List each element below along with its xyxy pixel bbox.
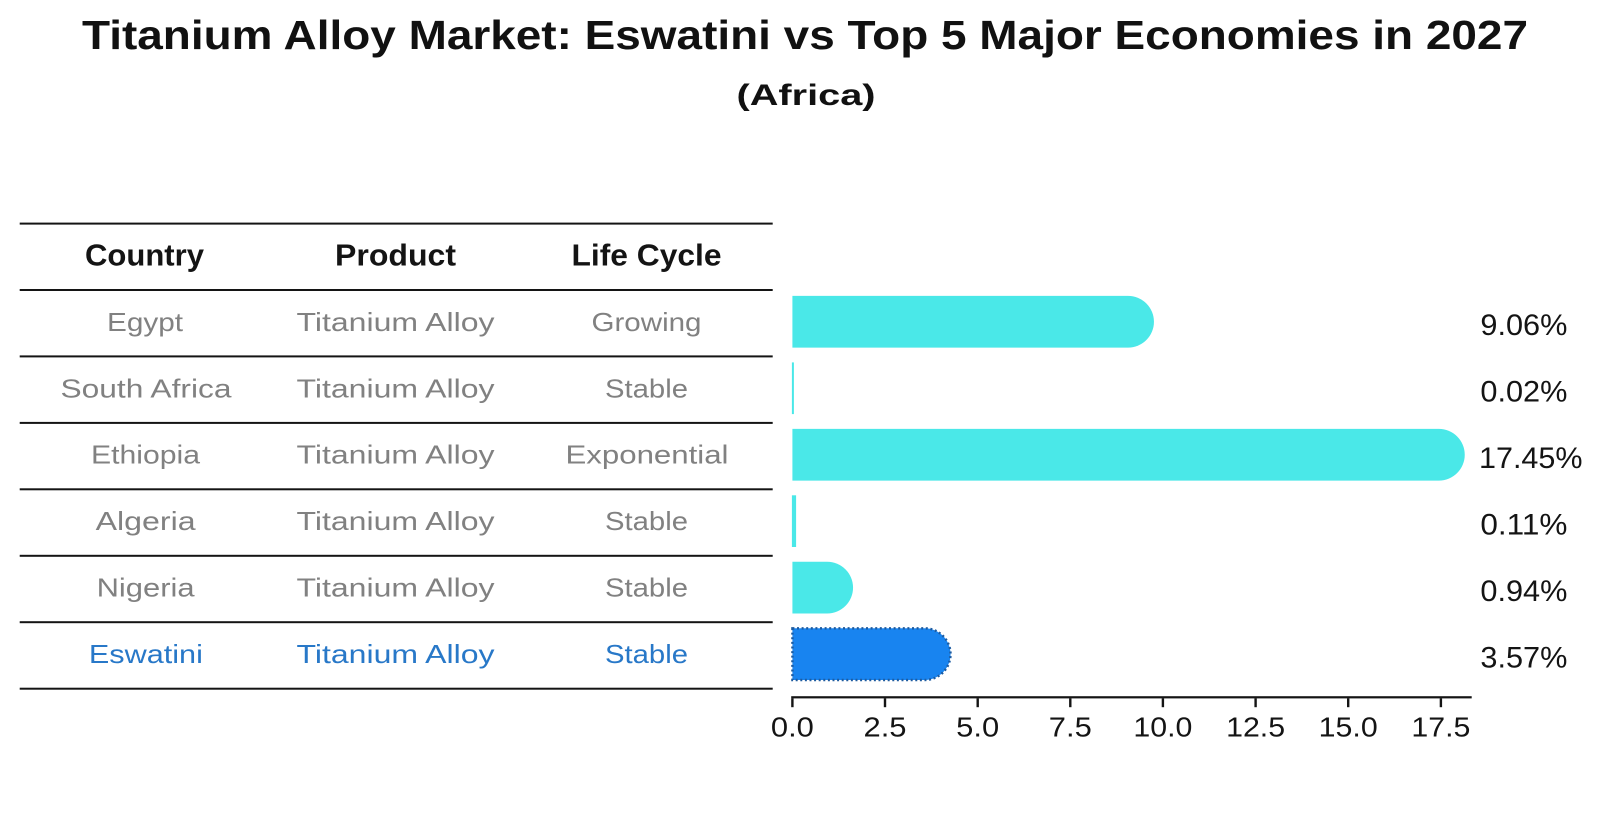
svg-text:Growing: Growing	[592, 307, 702, 337]
svg-text:0.94%: 0.94%	[1480, 575, 1567, 608]
svg-text:Stable: Stable	[605, 506, 688, 536]
svg-text:Titanium Alloy Market: Eswatin: Titanium Alloy Market: Eswatini vs Top 5…	[82, 12, 1528, 58]
svg-text:3.57%: 3.57%	[1480, 641, 1567, 674]
svg-text:0.02%: 0.02%	[1480, 376, 1567, 409]
svg-text:Titanium Alloy: Titanium Alloy	[297, 373, 495, 403]
svg-text:12.5: 12.5	[1226, 711, 1285, 742]
svg-text:Titanium Alloy: Titanium Alloy	[297, 307, 495, 337]
svg-text:Eswatini: Eswatini	[89, 639, 203, 669]
svg-text:0.0: 0.0	[771, 711, 814, 742]
svg-text:17.45%: 17.45%	[1479, 442, 1583, 475]
svg-text:Algeria: Algeria	[96, 506, 197, 536]
svg-text:Titanium Alloy: Titanium Alloy	[297, 506, 495, 536]
svg-text:Stable: Stable	[605, 639, 688, 669]
svg-text:Egypt: Egypt	[107, 307, 184, 337]
svg-text:2.5: 2.5	[864, 711, 907, 742]
svg-text:Titanium Alloy: Titanium Alloy	[297, 573, 495, 603]
svg-text:Titanium Alloy: Titanium Alloy	[297, 440, 495, 470]
svg-text:Ethiopia: Ethiopia	[91, 440, 201, 470]
svg-text:Exponential: Exponential	[566, 440, 729, 470]
svg-text:Nigeria: Nigeria	[97, 573, 196, 603]
svg-text:0.11%: 0.11%	[1480, 508, 1567, 541]
svg-text:17.5: 17.5	[1411, 711, 1470, 742]
svg-text:9.06%: 9.06%	[1480, 309, 1567, 342]
svg-text:7.5: 7.5	[1049, 711, 1092, 742]
svg-text:Life Cycle: Life Cycle	[572, 237, 722, 272]
svg-text:Stable: Stable	[605, 573, 688, 603]
svg-text:5.0: 5.0	[956, 711, 999, 742]
svg-text:10.0: 10.0	[1133, 711, 1192, 742]
svg-text:Stable: Stable	[605, 373, 688, 403]
svg-text:Product: Product	[335, 237, 456, 272]
svg-text:(Africa): (Africa)	[737, 79, 876, 112]
svg-text:Titanium Alloy: Titanium Alloy	[297, 639, 495, 669]
svg-text:Country: Country	[85, 237, 205, 272]
svg-text:15.0: 15.0	[1319, 711, 1378, 742]
svg-text:South Africa: South Africa	[61, 373, 233, 403]
